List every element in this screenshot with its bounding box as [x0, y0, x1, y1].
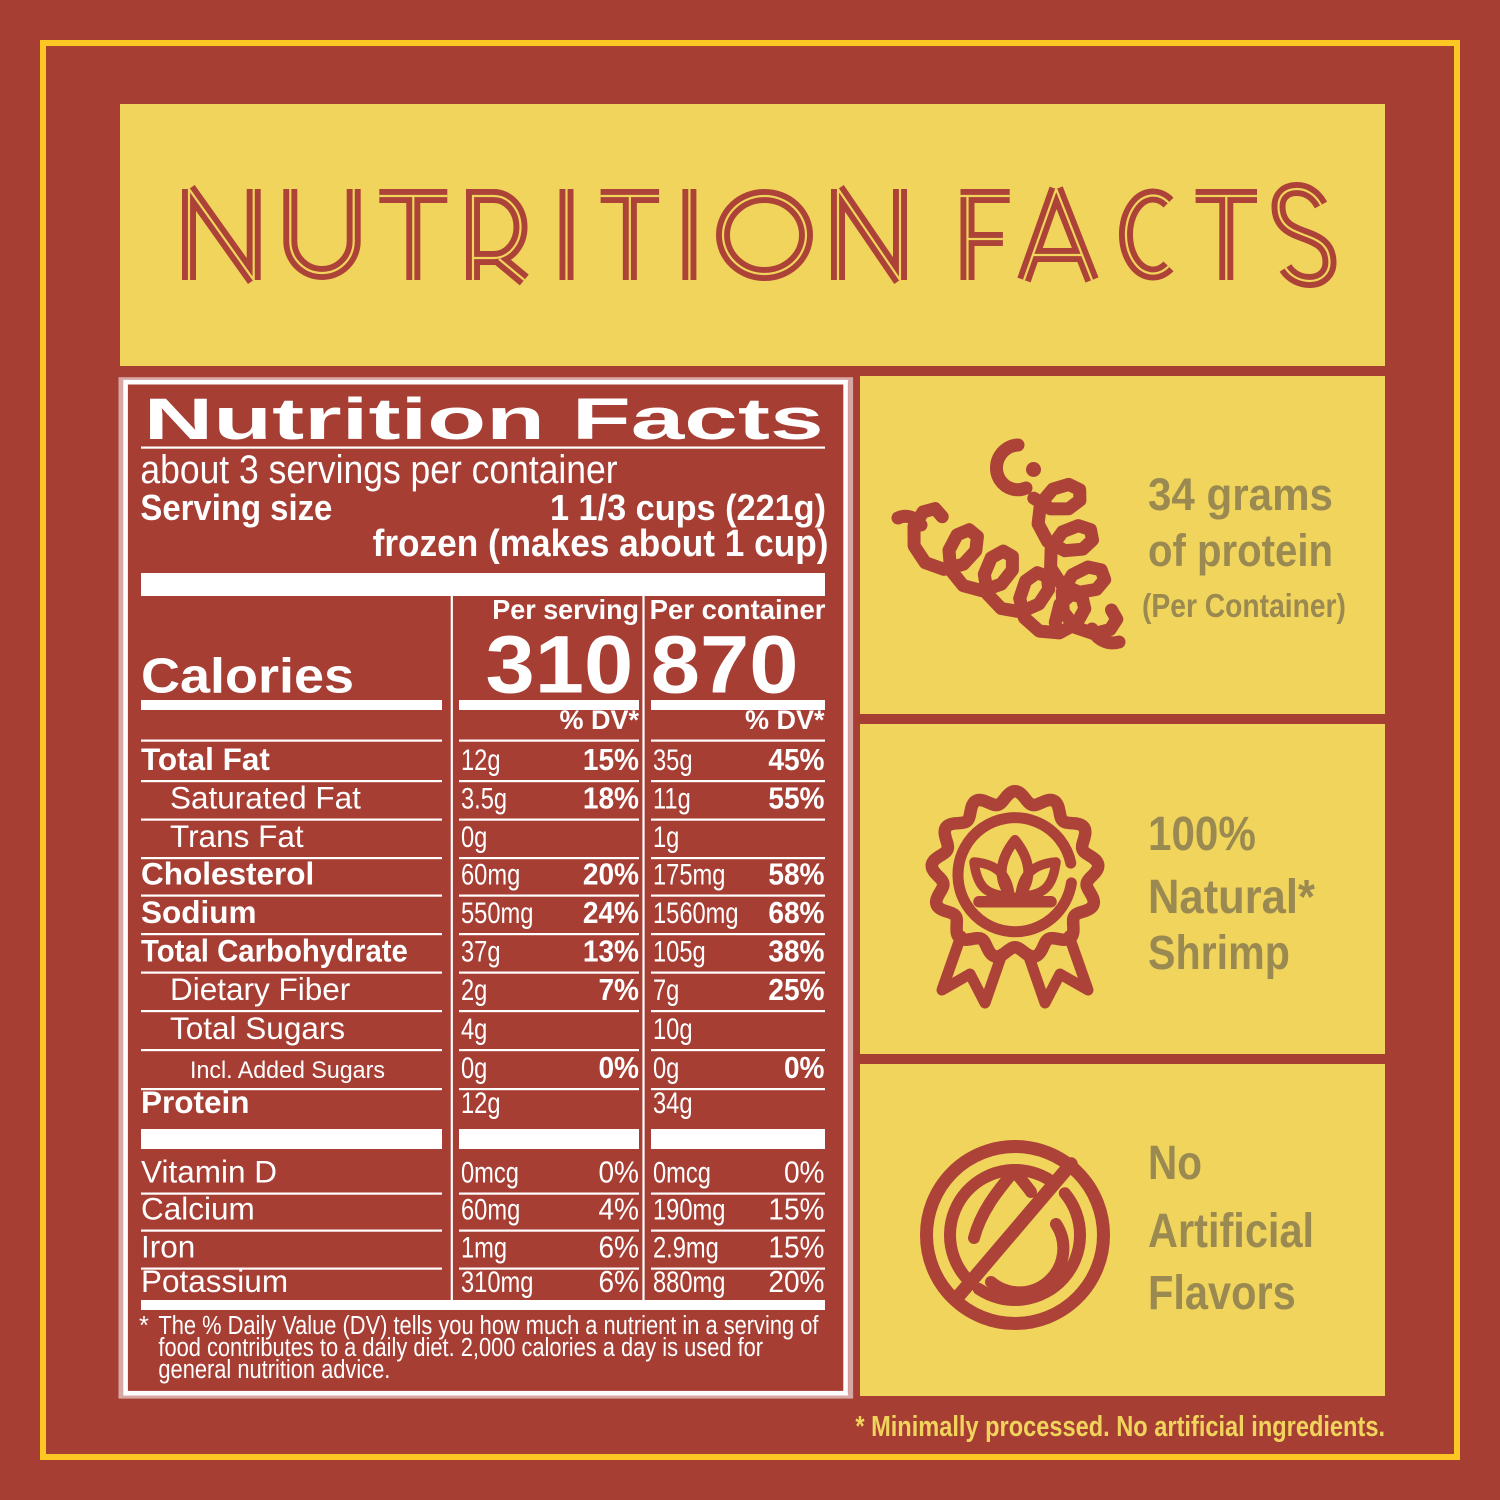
svg-text:Natural*: Natural* — [1148, 870, 1315, 923]
svg-text:550mg: 550mg — [461, 896, 533, 929]
svg-text:0%: 0% — [598, 1155, 639, 1189]
svg-text:24%: 24% — [583, 896, 639, 930]
svg-text:1mg: 1mg — [461, 1231, 507, 1264]
svg-text:0g: 0g — [461, 1051, 487, 1084]
svg-text:60mg: 60mg — [461, 858, 520, 891]
svg-text:1560mg: 1560mg — [653, 896, 739, 929]
svg-text:Dietary Fiber: Dietary Fiber — [170, 971, 350, 1007]
svg-text:15%: 15% — [768, 1192, 824, 1226]
svg-text:0mcg: 0mcg — [653, 1156, 711, 1189]
svg-text:Total Sugars: Total Sugars — [170, 1010, 345, 1046]
svg-text:0mcg: 0mcg — [461, 1156, 519, 1189]
svg-text:60mg: 60mg — [461, 1193, 520, 1226]
svg-text:25%: 25% — [768, 973, 824, 1007]
svg-text:18%: 18% — [583, 781, 639, 815]
svg-text:1 1/3 cups (221g): 1 1/3 cups (221g) — [550, 488, 826, 528]
svg-text:13%: 13% — [583, 934, 639, 968]
svg-text:105g: 105g — [653, 935, 706, 968]
svg-text:2.9mg: 2.9mg — [653, 1231, 719, 1264]
svg-text:Total Carbohydrate: Total Carbohydrate — [141, 934, 408, 969]
svg-text:0%: 0% — [598, 1051, 639, 1085]
svg-text:6%: 6% — [598, 1230, 639, 1264]
svg-text:0%: 0% — [784, 1051, 825, 1085]
svg-text:Sodium: Sodium — [141, 894, 257, 930]
svg-text:% DV*: % DV* — [559, 705, 639, 735]
svg-text:6%: 6% — [598, 1265, 639, 1299]
svg-text:15%: 15% — [583, 743, 639, 777]
svg-text:Serving size: Serving size — [140, 489, 332, 529]
svg-text:38%: 38% — [768, 934, 824, 968]
svg-text:Vitamin D: Vitamin D — [141, 1154, 277, 1190]
svg-text:35g: 35g — [653, 743, 693, 776]
svg-text:Per container: Per container — [650, 594, 826, 625]
svg-text:4%: 4% — [598, 1192, 639, 1226]
svg-text:Nutrition Facts: Nutrition Facts — [144, 387, 824, 452]
svg-text:190mg: 190mg — [653, 1193, 725, 1226]
svg-text:175mg: 175mg — [653, 858, 725, 891]
svg-text:Trans Fat: Trans Fat — [170, 818, 304, 854]
svg-text:The % Daily Value (DV) tells y: The % Daily Value (DV) tells you how muc… — [158, 1313, 818, 1341]
svg-text:Per serving: Per serving — [492, 594, 639, 626]
svg-text:4g: 4g — [461, 1012, 487, 1045]
svg-text:15%: 15% — [768, 1230, 824, 1264]
svg-text:Total Fat: Total Fat — [141, 741, 270, 777]
svg-text:34 grams: 34 grams — [1148, 471, 1333, 521]
svg-text:Artificial: Artificial — [1148, 1203, 1314, 1258]
svg-text:(Per Container): (Per Container) — [1142, 587, 1346, 625]
svg-text:*: * — [139, 1312, 149, 1340]
svg-text:Cholesterol: Cholesterol — [141, 856, 314, 892]
svg-text:20%: 20% — [768, 1265, 824, 1299]
svg-text:870: 870 — [651, 619, 799, 710]
svg-text:0%: 0% — [784, 1155, 825, 1189]
svg-text:% DV*: % DV* — [745, 705, 825, 735]
svg-text:* Minimally processed. No arti: * Minimally processed. No artificial ing… — [855, 1410, 1385, 1443]
svg-text:0g: 0g — [653, 1051, 679, 1084]
svg-text:food contributes to a daily di: food contributes to a daily diet. 2,000 … — [158, 1335, 763, 1363]
svg-text:880mg: 880mg — [653, 1265, 725, 1298]
svg-text:12g: 12g — [461, 743, 501, 776]
svg-text:2g: 2g — [461, 973, 487, 1006]
svg-text:about 3 servings per container: about 3 servings per container — [140, 448, 617, 492]
svg-text:Flavors: Flavors — [1148, 1265, 1296, 1320]
svg-text:34g: 34g — [653, 1086, 693, 1119]
svg-text:7%: 7% — [598, 973, 639, 1007]
svg-text:12g: 12g — [461, 1086, 501, 1119]
svg-text:3.5g: 3.5g — [461, 782, 507, 815]
svg-text:310: 310 — [486, 619, 634, 710]
svg-text:Shrimp: Shrimp — [1148, 927, 1290, 980]
svg-text:310mg: 310mg — [461, 1265, 533, 1298]
svg-text:10g: 10g — [653, 1012, 693, 1045]
svg-text:58%: 58% — [768, 857, 824, 891]
svg-text:20%: 20% — [583, 857, 639, 891]
svg-text:100%: 100% — [1148, 806, 1256, 860]
svg-text:7g: 7g — [653, 973, 679, 1006]
svg-text:Iron: Iron — [141, 1229, 195, 1265]
svg-text:Incl. Added Sugars: Incl. Added Sugars — [190, 1058, 385, 1084]
svg-text:11g: 11g — [653, 782, 691, 815]
svg-text:Saturated Fat: Saturated Fat — [170, 780, 361, 816]
svg-text:Calories: Calories — [141, 650, 354, 704]
svg-text:No: No — [1148, 1137, 1202, 1190]
svg-text:general nutrition advice.: general nutrition advice. — [158, 1357, 390, 1385]
svg-text:0g: 0g — [461, 820, 487, 853]
svg-text:1g: 1g — [653, 820, 679, 853]
svg-text:Calcium: Calcium — [141, 1191, 255, 1227]
svg-text:of protein: of protein — [1148, 526, 1333, 577]
svg-text:37g: 37g — [461, 935, 501, 968]
svg-text:frozen (makes about 1 cup): frozen (makes about 1 cup) — [373, 522, 829, 565]
svg-text:45%: 45% — [768, 743, 824, 777]
svg-text:55%: 55% — [768, 781, 824, 815]
svg-text:68%: 68% — [768, 896, 824, 930]
